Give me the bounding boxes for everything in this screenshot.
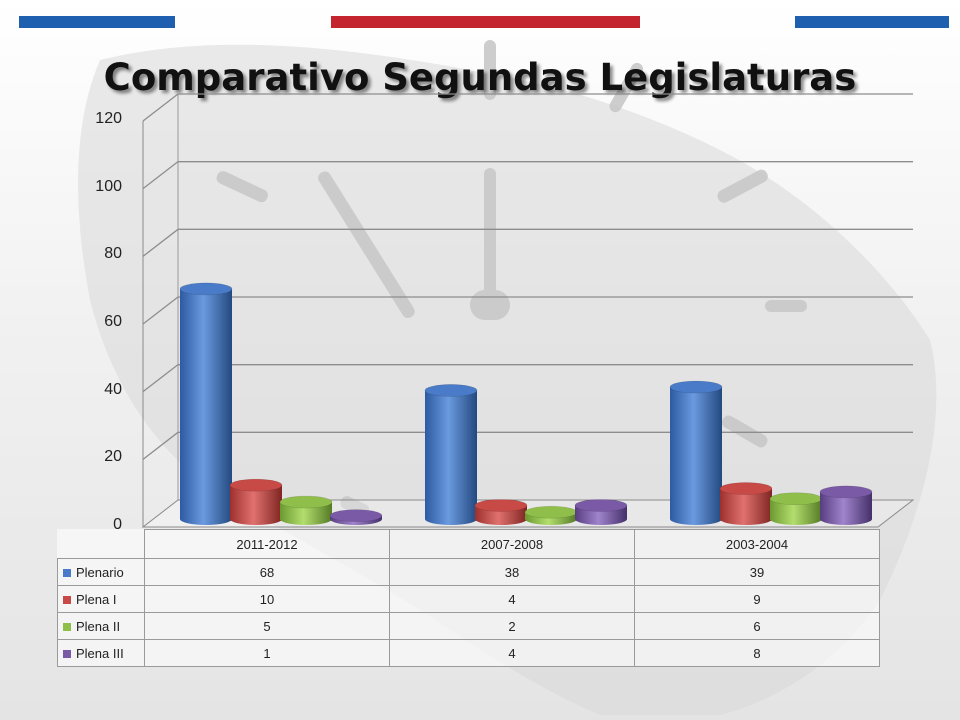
data-label: 38 [389,558,635,586]
bar-top [229,478,283,492]
bar [524,505,578,525]
legend-swatch [63,622,71,631]
bar [229,478,283,525]
bar-body [180,288,232,525]
bar [719,482,773,525]
bar [769,492,823,525]
table-row: Plenario 68 38 39 [57,558,880,586]
bar [179,282,233,525]
legend-entry: Plena III [57,639,145,667]
bar-top [719,482,773,495]
bar-body [425,390,477,525]
data-label: 5 [144,612,390,640]
category-label: 2007-2008 [389,529,635,559]
bar-top [769,492,823,506]
top-stripe-left [19,16,175,28]
category-label: 2003-2004 [634,529,880,559]
y-tick-label: 0 [113,516,122,533]
data-label: 1 [144,639,390,667]
gridline [142,296,913,325]
data-label: 68 [144,558,390,586]
data-label: 6 [634,612,880,640]
bar [669,380,723,525]
bar [574,499,628,525]
data-label: 2 [389,612,635,640]
data-label: 9 [634,585,880,613]
bar-top [669,380,723,394]
chart-bars [179,282,873,525]
bar-body [720,488,772,525]
bar-top [329,509,383,522]
bar-top [524,505,578,519]
bar-body [770,498,822,525]
y-tick-label: 60 [104,313,122,330]
y-tick-label: 100 [95,177,122,195]
bar-body [230,485,282,525]
gridline [142,161,913,190]
chart-gridlines [141,93,915,528]
bar [329,509,383,525]
bar-body [670,387,722,525]
bar-top [574,499,628,512]
category-label: 2011-2012 [144,529,390,559]
legend-entry: Plena I [57,585,145,613]
gridline [142,364,913,393]
y-tick-label: 20 [104,448,122,466]
y-tick-label: 80 [104,245,122,263]
legend-swatch [63,649,71,658]
bar-top [424,384,478,397]
legend-entry: Plena II [57,612,145,640]
bar-top [474,499,528,512]
bar [424,384,478,525]
data-label: 39 [634,558,880,586]
data-label: 10 [144,585,390,613]
bar-top [819,485,873,499]
bar [474,499,528,525]
bar-body [280,502,332,525]
bar-top [179,282,233,296]
data-table: 2011-2012 2007-2008 2003-2004 Plenario 6… [57,529,880,667]
bar [819,485,873,525]
gridline [142,431,913,460]
data-label: 4 [389,639,635,667]
legend-entry: Plenario [57,558,145,586]
top-stripe-center [331,16,640,28]
top-stripe-right [795,16,949,28]
data-table-header: 2011-2012 2007-2008 2003-2004 [57,529,880,559]
data-label: 8 [634,639,880,667]
gridline [142,228,913,257]
table-row: Plena II 5 2 6 [57,612,880,640]
page-title: Comparativo Segundas Legislaturas [103,56,857,99]
y-tick-label: 120 [95,110,122,127]
gridline [142,93,913,122]
legend-swatch [63,568,71,577]
legend-swatch [63,595,71,604]
data-label: 4 [389,585,635,613]
bar-body [820,491,872,525]
table-row: Plena III 1 4 8 [57,639,880,667]
bar [279,495,333,525]
bar-top [279,495,333,509]
y-tick-label: 40 [104,380,122,398]
table-row: Plena I 10 4 9 [57,585,880,613]
